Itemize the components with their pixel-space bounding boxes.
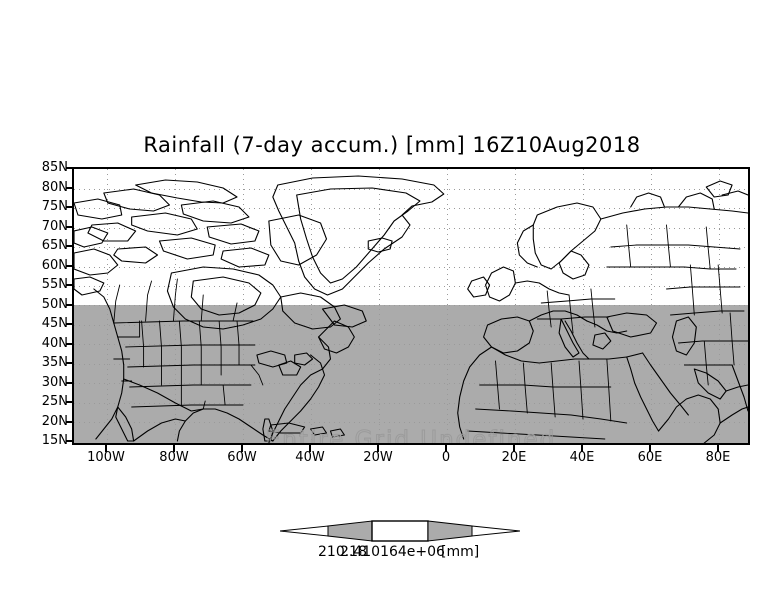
x-axis-label-40E: 40E — [569, 450, 595, 465]
y-axis-label-40N: 40N — [41, 336, 68, 351]
gridline-vertical — [651, 169, 652, 443]
gridline-horizontal — [74, 325, 748, 326]
y-axis-tick — [66, 343, 73, 345]
y-axis-tick — [66, 362, 73, 364]
colorbar-min-label: 210.18 — [318, 544, 367, 560]
colorbar-swatches — [280, 520, 520, 542]
y-axis-tick — [66, 304, 73, 306]
y-axis-tick — [66, 401, 73, 403]
y-axis-tick — [66, 187, 73, 189]
y-axis-tick — [66, 206, 73, 208]
gridline-horizontal — [74, 286, 748, 287]
y-axis-label-65N: 65N — [41, 238, 68, 253]
gridline-horizontal — [74, 344, 748, 345]
gridline-vertical — [175, 169, 176, 443]
y-axis-tick — [66, 440, 73, 442]
gridline-vertical — [243, 169, 244, 443]
y-axis-label-70N: 70N — [41, 219, 68, 234]
y-axis-tick — [66, 167, 73, 169]
y-axis-label-25N: 25N — [41, 394, 68, 409]
y-axis-label-45N: 45N — [41, 316, 68, 331]
y-axis-tick — [66, 265, 73, 267]
gridline-horizontal — [74, 422, 748, 423]
y-axis-tick — [66, 226, 73, 228]
x-axis-label-0: 0 — [441, 450, 451, 465]
x-axis-label-60E: 60E — [637, 450, 663, 465]
gridline-horizontal — [74, 364, 748, 365]
gridline-vertical — [379, 169, 380, 443]
x-axis-label-40W: 40W — [295, 450, 325, 465]
gridline-horizontal — [74, 189, 748, 190]
y-axis-label-55N: 55N — [41, 277, 68, 292]
colorbar-max-label: 2.410164e+06 — [340, 544, 445, 560]
page-title: Rainfall (7-day accum.) [mm] 16Z10Aug201… — [143, 133, 641, 157]
y-axis-label-75N: 75N — [41, 199, 68, 214]
y-axis-label-85N: 85N — [41, 160, 68, 175]
x-axis-tick — [717, 445, 719, 452]
y-axis-label-20N: 20N — [41, 414, 68, 429]
map-canvas: Entire Grid Undefined — [74, 169, 748, 443]
x-axis-label-100W: 100W — [87, 450, 125, 465]
x-axis-label-60W: 60W — [227, 450, 257, 465]
gridline-horizontal — [74, 228, 748, 229]
x-axis-tick — [309, 445, 311, 452]
x-axis-tick — [173, 445, 175, 452]
y-axis-label-30N: 30N — [41, 375, 68, 390]
gridline-horizontal — [74, 247, 748, 248]
x-axis-label-20W: 20W — [363, 450, 393, 465]
gridline-vertical — [311, 169, 312, 443]
x-axis-tick — [581, 445, 583, 452]
gridline-horizontal — [74, 383, 748, 384]
y-axis-tick — [66, 421, 73, 423]
y-axis-tick — [66, 323, 73, 325]
y-axis-tick — [66, 382, 73, 384]
y-axis-label-15N: 15N — [41, 433, 68, 448]
x-axis-tick — [649, 445, 651, 452]
x-axis-tick — [105, 445, 107, 452]
map-plot-area: Entire Grid Undefined — [72, 167, 750, 445]
y-axis-label-35N: 35N — [41, 355, 68, 370]
x-axis-label-80W: 80W — [159, 450, 189, 465]
gridline-vertical — [583, 169, 584, 443]
y-axis-tick — [66, 284, 73, 286]
y-axis-label-80N: 80N — [41, 180, 68, 195]
y-axis-tick — [66, 245, 73, 247]
gridline-horizontal — [74, 403, 748, 404]
x-axis-label-80E: 80E — [705, 450, 731, 465]
gridline-vertical — [719, 169, 720, 443]
gridline-vertical — [447, 169, 448, 443]
coastline-overlay — [74, 175, 748, 443]
gridline-vertical — [107, 169, 108, 443]
y-axis-label-50N: 50N — [41, 297, 68, 312]
gridline-vertical — [515, 169, 516, 443]
x-axis-label-20E: 20E — [501, 450, 527, 465]
gridline-horizontal — [74, 305, 748, 306]
gridline-horizontal — [74, 267, 748, 268]
x-axis-tick — [241, 445, 243, 452]
colorbar-units-label: [mm] — [441, 544, 480, 560]
y-axis-label-60N: 60N — [41, 258, 68, 273]
colorbar: 210.18 2.410164e+06 [mm] — [280, 518, 520, 564]
x-axis-tick — [377, 445, 379, 452]
x-axis-tick — [513, 445, 515, 452]
x-axis-tick — [445, 445, 447, 452]
